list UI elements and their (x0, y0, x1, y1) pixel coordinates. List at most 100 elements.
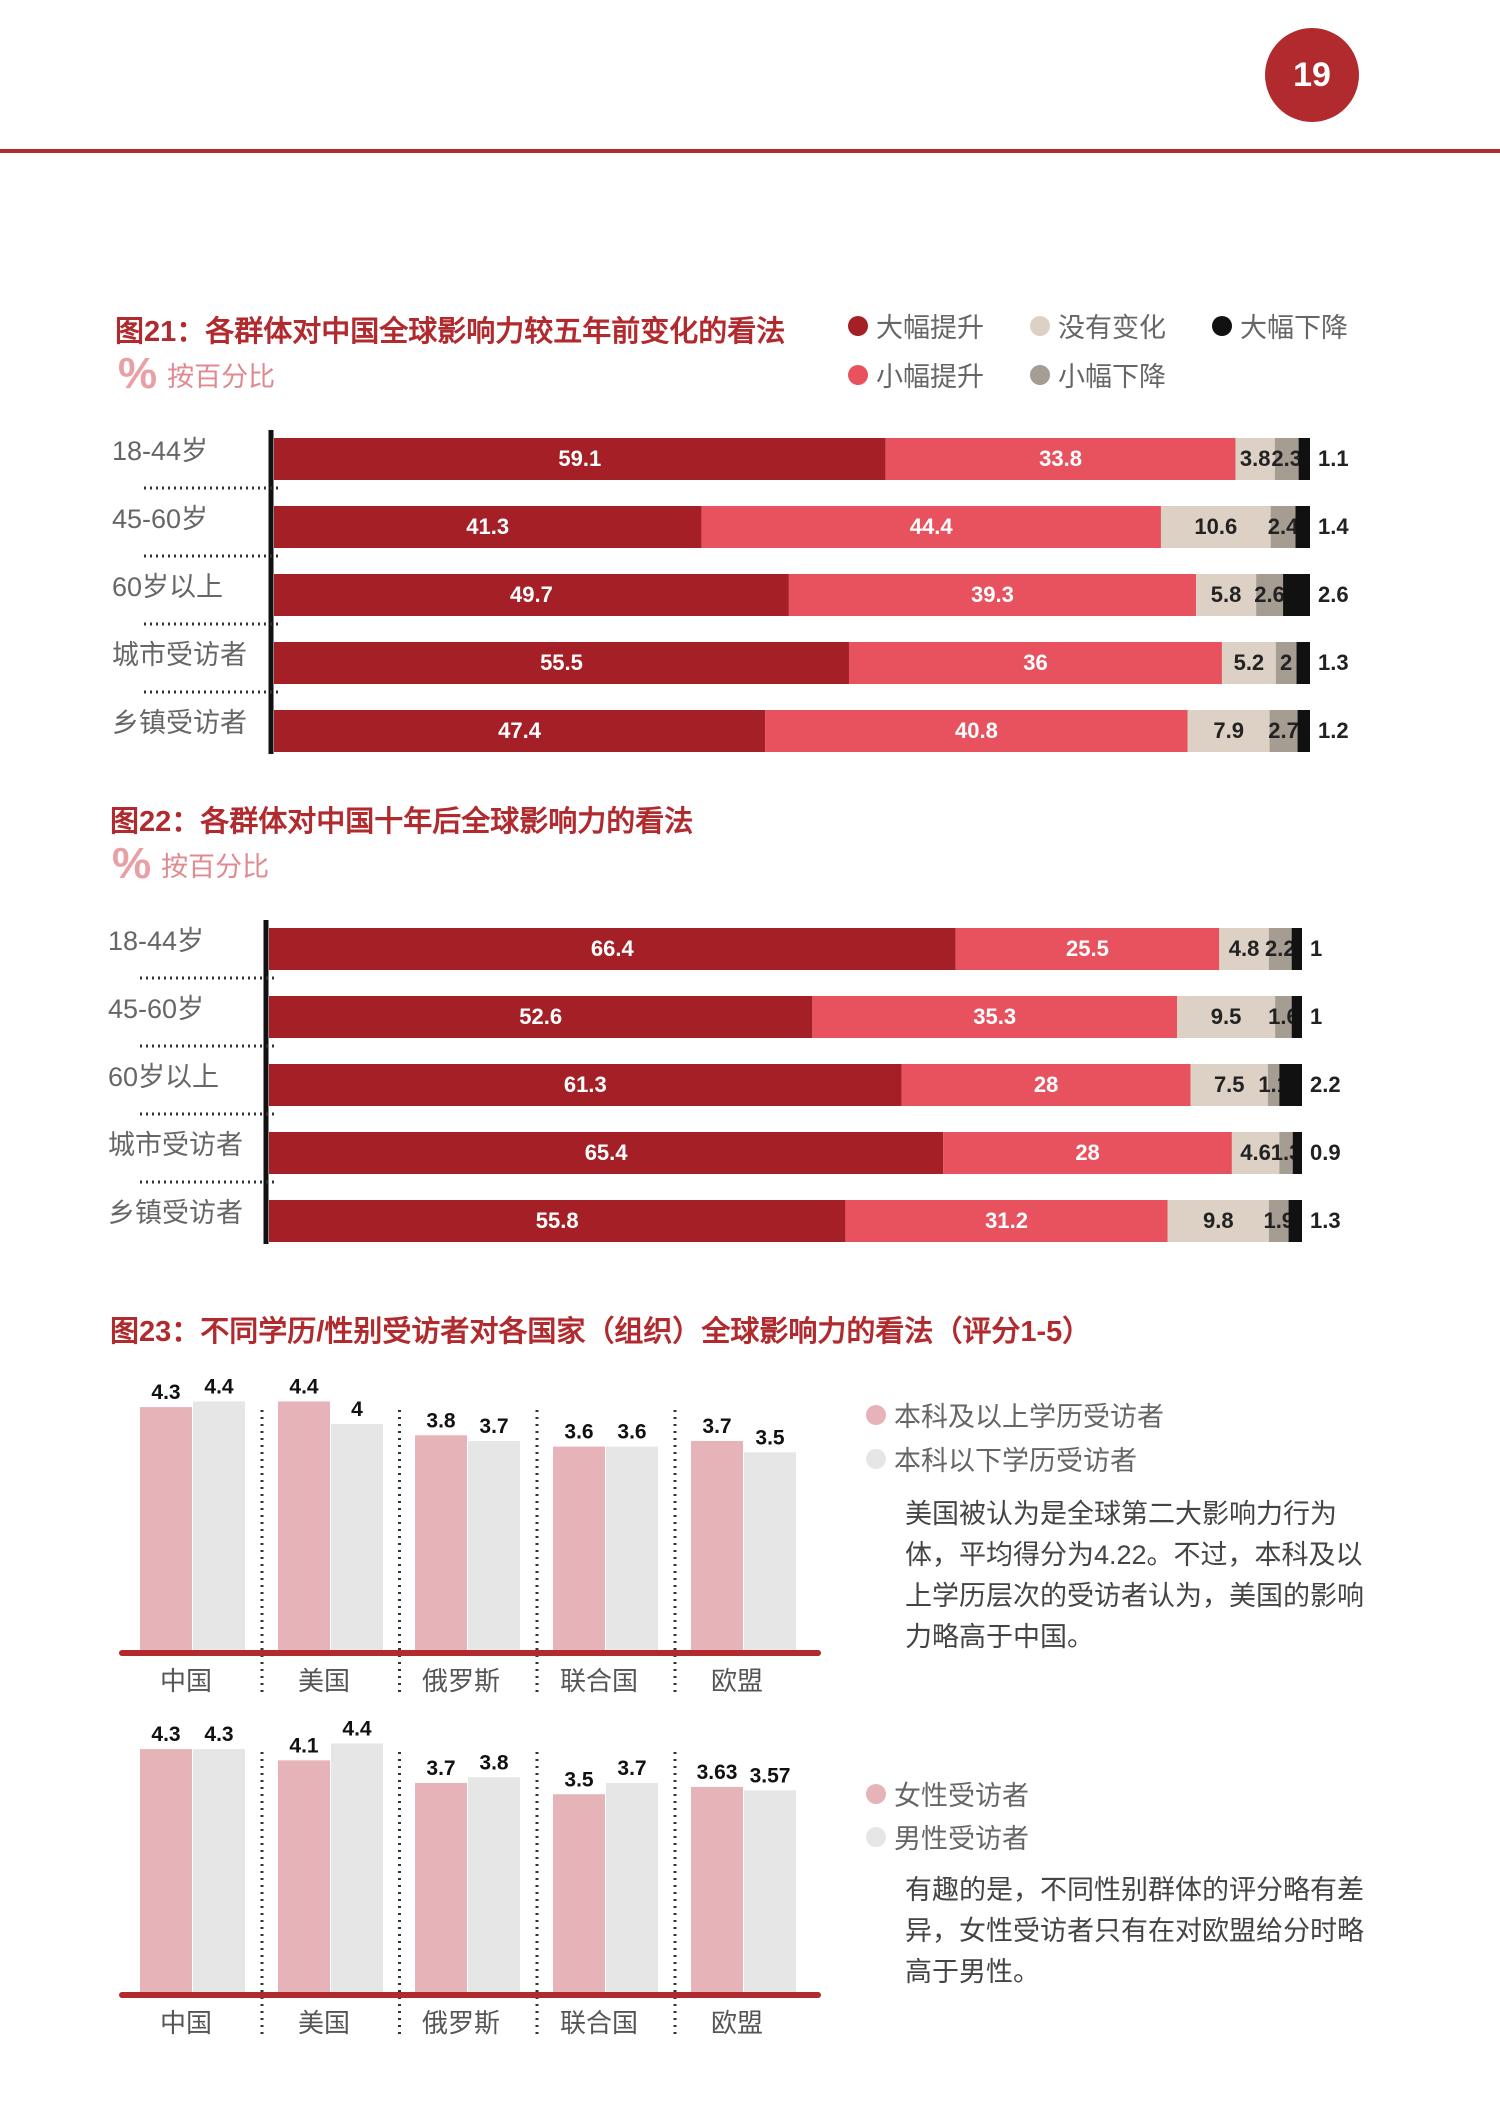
value-label-big-down: 1.3 (1310, 1208, 1341, 1233)
bar-segment-big-up (274, 574, 789, 616)
legend-label-no-change: 没有变化 (1058, 313, 1166, 343)
note-gender: 有趣的是，不同性别群体的评分略有差异，女性受访者只有在对欧盟给分时略高于男性。 (905, 1875, 1364, 1987)
bar-segment-small-up (848, 642, 1222, 684)
bar-series-2 (331, 1743, 383, 1992)
value-label-small-down: 2.2 (1265, 936, 1296, 961)
value-label-no-change: 3.8 (1240, 446, 1271, 471)
category-label: 美国 (298, 1666, 350, 1696)
bar-segment-small-up (845, 1200, 1168, 1242)
bar-segment-big-up (269, 996, 813, 1038)
bar-segment-no-change (1235, 438, 1275, 480)
fig22-unit-label: 按百分比 (161, 851, 270, 882)
legend-small-up: 小幅提升 (848, 355, 984, 394)
category-label: 联合国 (560, 1666, 638, 1696)
bar-value-label: 4.4 (342, 1717, 372, 1740)
category-label: 18-44岁 (108, 926, 204, 956)
bar-series-2 (331, 1424, 383, 1650)
value-label-no-change: 5.2 (1234, 650, 1265, 675)
value-label-no-change: 4.8 (1229, 936, 1260, 961)
bar-segment-small-down (1274, 438, 1299, 480)
bar-segment-small-up (955, 928, 1220, 970)
bar-value-label: 3.7 (617, 1757, 646, 1780)
legend-swatch-male (866, 1826, 886, 1847)
bar-value-label: 3.8 (479, 1751, 509, 1774)
legend-swatch-small-up (848, 364, 868, 385)
bar-series-2 (468, 1440, 520, 1650)
page-number-badge: 19 (1265, 28, 1359, 122)
bar-value-label: 4.3 (151, 1381, 180, 1404)
bar-series-1 (140, 1749, 192, 1992)
bar-series-2 (744, 1452, 796, 1650)
value-label-big-up: 47.4 (498, 718, 542, 743)
category-label: 俄罗斯 (422, 2008, 500, 2038)
category-label: 中国 (160, 1666, 212, 1696)
legend-label-big-down: 大幅下降 (1240, 313, 1348, 343)
fig22-title: 图22：各群体对中国十年后全球影响力的看法 (110, 806, 694, 838)
value-label-big-down: 2.2 (1310, 1072, 1341, 1097)
value-label-small-up: 39.3 (971, 582, 1014, 607)
bar-segment-small-up (943, 1132, 1232, 1174)
category-label: 60岁以上 (112, 572, 223, 602)
bar-segment-no-change (1160, 506, 1271, 548)
bar-series-2 (193, 1749, 245, 1992)
bar-segment-small-down (1270, 506, 1296, 548)
value-label-small-down: 2.3 (1271, 446, 1302, 471)
bar-segment-small-up (701, 506, 1161, 548)
value-label-small-down: 2 (1280, 650, 1292, 675)
value-label-big-up: 66.4 (591, 936, 635, 961)
bar-segment-no-change (1190, 1064, 1268, 1106)
bar-segment-no-change (1221, 642, 1276, 684)
legend-big-up: 大幅提升 (848, 306, 984, 345)
bar-segment-big-down (1283, 574, 1310, 616)
bar-series-2 (468, 1777, 520, 1992)
bar-series-2 (606, 1446, 658, 1650)
bar-series-2 (744, 1790, 796, 1992)
value-label-big-down: 2.6 (1318, 582, 1349, 607)
bar-segment-small-up (901, 1064, 1191, 1106)
bar-segment-big-down (1298, 438, 1310, 480)
bar-series-2 (606, 1782, 658, 1992)
bar-segment-big-up (274, 438, 886, 480)
legend-label-big-up: 大幅提升 (876, 313, 984, 343)
value-label-no-change: 7.9 (1213, 718, 1244, 743)
fig21-unit: % 按百分比 (118, 352, 275, 396)
bar-segment-big-down (1295, 506, 1310, 548)
bar-value-label: 4.3 (151, 1723, 180, 1746)
bar-segment-big-down (1288, 1200, 1302, 1242)
value-label-small-down: 2.6 (1254, 582, 1285, 607)
bar-series-1 (691, 1440, 743, 1650)
bar-segment-big-up (274, 642, 849, 684)
fig21-title: 图21：各群体对中国全球影响力较五年前变化的看法 (115, 316, 786, 348)
value-label-big-up: 65.4 (585, 1140, 629, 1165)
value-label-small-up: 44.4 (910, 514, 954, 539)
fig23-title: 图23：不同学历/性别受访者对各国家（组织）全球影响力的看法（评分1-5） (110, 1316, 1092, 1348)
bar-value-label: 3.8 (426, 1409, 456, 1432)
bar-value-label: 3.7 (702, 1415, 731, 1438)
value-label-big-down: 1 (1310, 1004, 1322, 1029)
fig21-unit-label: 按百分比 (167, 361, 276, 392)
legend-swatch-small-down (1030, 364, 1050, 385)
bar-segment-big-up (269, 1200, 846, 1242)
bar-segment-small-down (1275, 642, 1297, 684)
bar-segment-big-down (1291, 996, 1302, 1038)
category-label: 乡镇受访者 (108, 1198, 243, 1228)
value-label-big-down: 1.2 (1318, 718, 1349, 743)
bar-series-1 (553, 1794, 605, 1992)
category-label: 中国 (160, 2008, 212, 2038)
legend-edu-high: 本科及以上学历受访者 (866, 1395, 1164, 1434)
legend-female: 女性受访者 (866, 1774, 1029, 1813)
bar-series-1 (278, 1401, 330, 1650)
value-label-small-up: 35.3 (973, 1004, 1016, 1029)
category-label: 美国 (298, 2008, 350, 2038)
bar-segment-small-down (1268, 1200, 1289, 1242)
value-label-no-change: 10.6 (1194, 514, 1237, 539)
bar-segment-small-up (788, 574, 1197, 616)
bar-segment-big-up (274, 506, 702, 548)
bar-series-1 (140, 1407, 192, 1650)
value-label-small-up: 28 (1034, 1072, 1058, 1097)
value-label-no-change: 7.5 (1214, 1072, 1245, 1097)
percent-icon: % (112, 839, 152, 888)
bar-value-label: 3.7 (426, 1757, 455, 1780)
legend-label-edu-high: 本科及以上学历受访者 (894, 1402, 1164, 1432)
value-label-small-up: 36 (1023, 650, 1047, 675)
